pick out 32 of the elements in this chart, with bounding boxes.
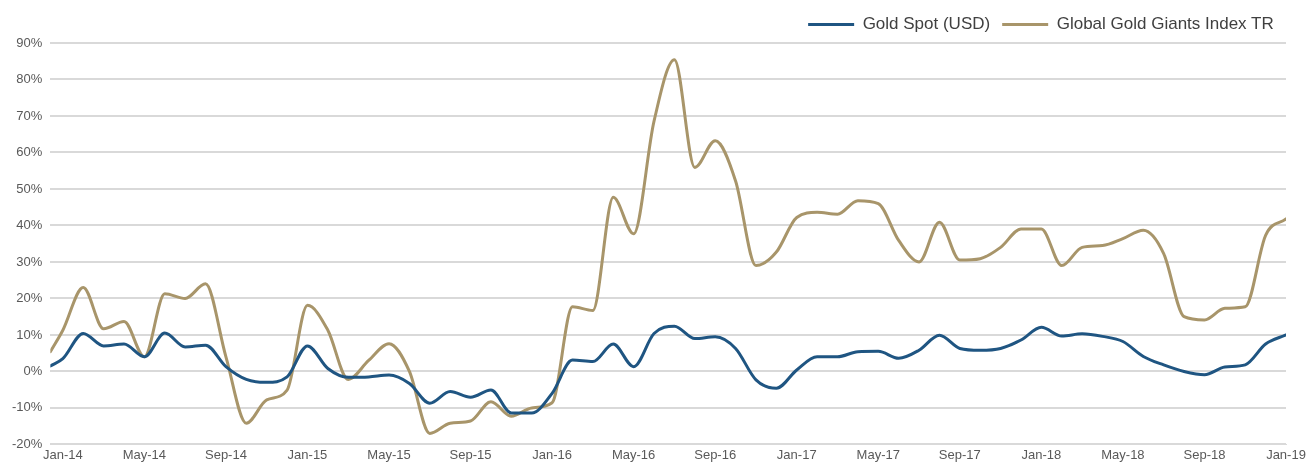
y-tick-label: 0% xyxy=(23,363,43,378)
x-tick-label: Sep-18 xyxy=(1183,446,1226,462)
y-tick-label: -20% xyxy=(11,435,43,451)
x-tick-label: May-16 xyxy=(611,446,656,462)
x-tick-label: Jan-15 xyxy=(287,446,328,462)
legend-label: Global Gold Giants Index TR xyxy=(1056,14,1274,34)
x-tick-label: Jan-18 xyxy=(1021,446,1062,462)
line-series xyxy=(50,324,1286,415)
y-tick-label: 40% xyxy=(16,217,43,233)
y-tick-label: 70% xyxy=(16,107,43,123)
y-tick-label: 30% xyxy=(16,253,43,269)
y-tick-label: 20% xyxy=(16,290,43,306)
x-tick-label: Sep-15 xyxy=(449,446,492,462)
x-tick-label: May-17 xyxy=(856,446,900,462)
y-tick-label: 60% xyxy=(16,144,43,160)
y-tick-label: -10% xyxy=(11,399,43,415)
y-tick-label: 50% xyxy=(16,180,43,196)
x-tick-label: Jan-19 xyxy=(1266,446,1306,462)
x-tick-label: Sep-17 xyxy=(938,446,981,462)
y-tick-label: 10% xyxy=(16,326,43,342)
y-tick-label: 80% xyxy=(16,71,43,87)
x-tick-label: Sep-16 xyxy=(694,446,737,462)
x-tick-label: May-18 xyxy=(1101,446,1145,462)
y-tick-label: 90% xyxy=(16,34,43,50)
x-tick-label: Jan-16 xyxy=(532,446,572,462)
x-tick-label: Jan-14 xyxy=(42,446,83,462)
x-tick-label: May-15 xyxy=(367,446,411,462)
x-tick-label: Sep-14 xyxy=(204,446,247,462)
x-tick-label: Jan-17 xyxy=(776,446,817,462)
line-series xyxy=(50,58,1286,435)
x-tick-label: May-14 xyxy=(122,446,167,462)
legend-label: Gold Spot (USD) xyxy=(862,14,991,34)
